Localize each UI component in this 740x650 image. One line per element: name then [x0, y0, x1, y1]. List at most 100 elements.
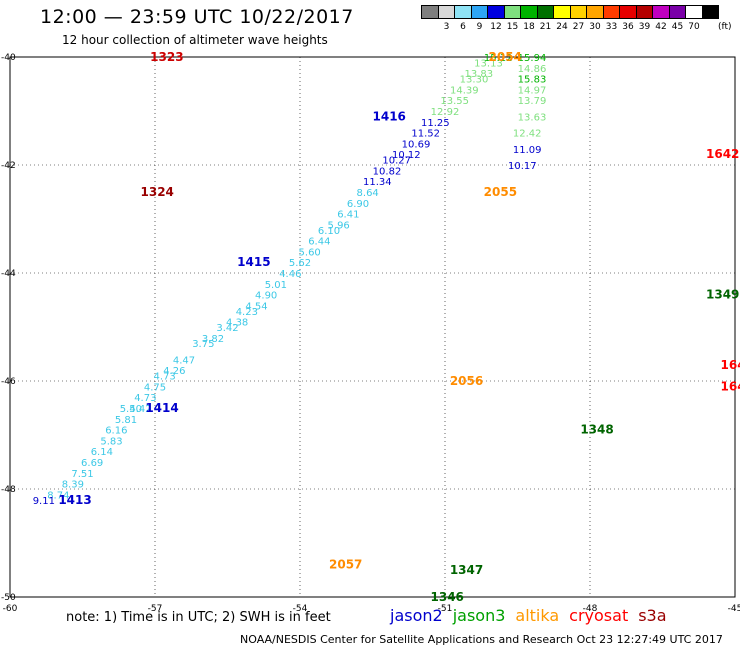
track-time-label: 1346: [431, 590, 464, 604]
track-time-label: 1347: [450, 563, 483, 577]
swh-point: 13.79: [518, 96, 547, 107]
color-scale-tick: 45: [671, 22, 684, 32]
color-swatch: [685, 5, 703, 19]
swh-point: 9.11: [33, 496, 55, 507]
swh-point: 4.73: [134, 393, 156, 404]
swh-point: 10.17: [508, 161, 537, 172]
swh-point: 4.47: [173, 355, 195, 366]
swh-point: 6.14: [91, 447, 113, 458]
x-tick-label: -54: [293, 604, 308, 614]
swh-point: 12.92: [431, 107, 460, 118]
swh-point: 5.01: [265, 280, 287, 291]
swh-point: 3.75: [192, 339, 214, 350]
color-scale-legend: [421, 5, 719, 19]
swh-point: 6.69: [81, 458, 103, 469]
swh-point: 13.63: [518, 112, 547, 123]
satellite-legend-altika: altika: [515, 606, 560, 625]
track-time-label: 2056: [450, 374, 483, 388]
swh-point: 4.38: [226, 318, 248, 329]
color-scale-tick: 24: [556, 22, 568, 32]
x-tick-label: -57: [148, 604, 163, 614]
swh-point: 6.41: [337, 210, 359, 221]
swh-point: 5.81: [115, 415, 137, 426]
color-swatch: [437, 5, 455, 19]
swh-point: 14.86: [518, 64, 547, 75]
color-swatch: [701, 5, 719, 19]
x-tick-label: -60: [3, 604, 18, 614]
color-scale-tick: 27: [572, 22, 585, 32]
swh-point: 6.10: [318, 226, 340, 237]
swh-point: 4.54: [245, 301, 267, 312]
x-tick-label: -51: [438, 604, 453, 614]
swh-point: 15.94: [518, 53, 547, 64]
y-tick-label: -50: [1, 593, 16, 603]
color-swatch: [536, 5, 554, 19]
swh-point: 14.97: [518, 85, 547, 96]
color-scale-tick: 9: [476, 22, 483, 32]
track-time-label: 1349: [706, 288, 739, 302]
color-swatch: [569, 5, 587, 19]
swh-point: 5.60: [299, 247, 321, 258]
x-tick-label: -48: [583, 604, 598, 614]
y-tick-label: -46: [1, 377, 16, 387]
swh-point: 11.09: [513, 145, 542, 156]
color-swatch: [454, 5, 472, 19]
swh-point: 13.13: [474, 58, 503, 69]
color-scale-tick: 42: [655, 22, 667, 32]
y-tick-label: -42: [1, 161, 16, 171]
color-scale-tick: 33: [605, 22, 618, 32]
track-time-label: 1416: [373, 109, 406, 123]
y-tick-label: -44: [1, 269, 16, 279]
swh-point: 8.74: [47, 490, 69, 501]
swh-point: 13.55: [440, 96, 469, 107]
swh-point: 4.90: [255, 291, 277, 302]
swh-point: 5.83: [100, 436, 122, 447]
swh-point: 10.82: [373, 166, 402, 177]
color-scale-unit: (ft): [718, 22, 732, 32]
plot-frame: [9, 56, 736, 598]
swh-point: 12.42: [513, 129, 542, 140]
swh-point: 11.52: [411, 129, 440, 140]
track-time-label: 2057: [329, 558, 362, 572]
swh-point: 13.30: [460, 75, 489, 86]
track-time-label: 2054: [489, 50, 522, 64]
swh-point: 7.51: [71, 469, 93, 480]
color-scale-tick: 21: [539, 22, 552, 32]
footer-credit: NOAA/NESDIS Center for Satellite Applica…: [240, 633, 723, 646]
color-swatch: [421, 5, 439, 19]
track-time-label: 2055: [484, 185, 517, 199]
color-swatch: [470, 5, 488, 19]
track-time-label: 1415: [237, 255, 270, 269]
track-time-label: 1641: [721, 358, 740, 372]
swh-point: 4.73: [154, 372, 176, 383]
swh-point: 11.34: [363, 177, 392, 188]
swh-point: 10.27: [382, 156, 411, 167]
swh-point: 11.25: [421, 118, 450, 129]
swh-point: 13.83: [465, 69, 494, 80]
color-swatch: [619, 5, 637, 19]
color-swatch: [668, 5, 686, 19]
track-time-label: 1414: [145, 401, 178, 415]
color-swatch: [520, 5, 538, 19]
chart-note: note: 1) Time is in UTC; 2) SWH is in fe…: [66, 610, 331, 625]
color-swatch: [635, 5, 653, 19]
color-scale-tick: 3: [443, 22, 450, 32]
swh-point: 8.64: [357, 188, 379, 199]
swh-point: 8.39: [62, 480, 84, 491]
color-swatch: [487, 5, 505, 19]
color-scale-tick: 30: [589, 22, 601, 32]
swh-point: 6.44: [308, 237, 330, 248]
swh-point: 4.26: [163, 366, 185, 377]
swh-point: 14.39: [450, 85, 479, 96]
swh-point: 4.46: [279, 269, 301, 280]
color-scale-tick: 36: [622, 22, 634, 32]
swh-point: 3.82: [202, 334, 224, 345]
color-scale-tick: 39: [638, 22, 651, 32]
track-time-label: 1348: [580, 423, 613, 437]
swh-point: 5.62: [289, 258, 311, 269]
page-subtitle: 12 hour collection of altimeter wave hei…: [62, 33, 328, 47]
color-swatch: [602, 5, 620, 19]
satellite-legend-cryosat: cryosat: [569, 606, 629, 625]
track-time-label: 1324: [141, 185, 174, 199]
